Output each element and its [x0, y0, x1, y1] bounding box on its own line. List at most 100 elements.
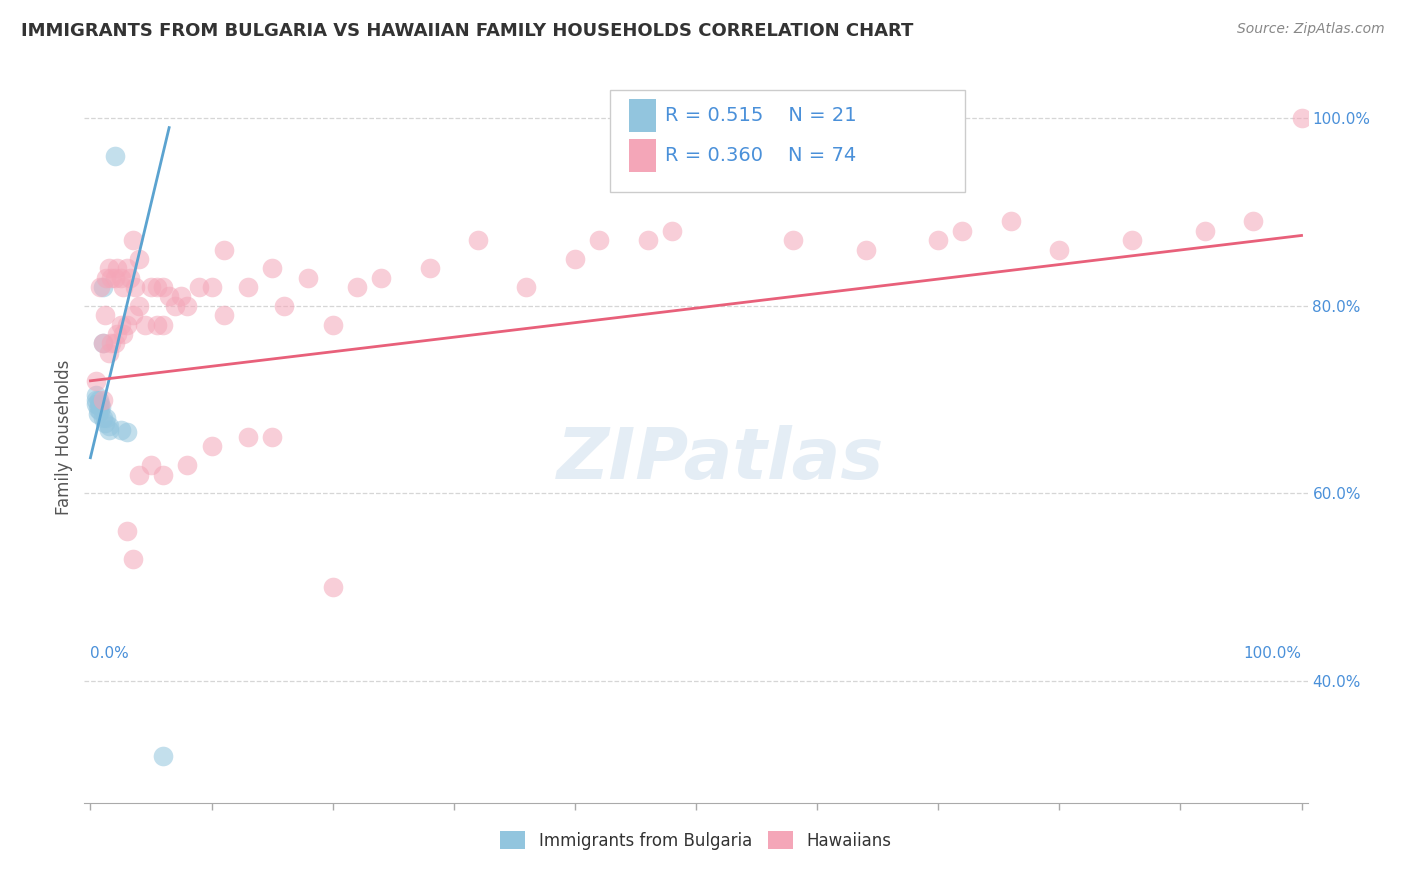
Point — [110, 318, 132, 332]
Y-axis label: Family Households: Family Households — [55, 359, 73, 515]
Point — [86, 392, 108, 407]
Point — [97, 345, 120, 359]
Point — [165, 299, 187, 313]
Point — [170, 289, 193, 303]
Point — [91, 280, 114, 294]
FancyBboxPatch shape — [628, 99, 655, 132]
Point — [297, 270, 319, 285]
Point — [262, 261, 284, 276]
Point — [927, 233, 949, 247]
Legend: Immigrants from Bulgaria, Hawaiians: Immigrants from Bulgaria, Hawaiians — [494, 824, 898, 856]
Point — [152, 280, 174, 294]
Point — [200, 440, 222, 454]
Point — [115, 524, 138, 538]
Point — [273, 299, 295, 313]
Point — [115, 261, 138, 276]
Point — [110, 270, 132, 285]
Point — [105, 261, 128, 276]
Point — [152, 748, 174, 763]
Point — [87, 392, 110, 407]
Point — [94, 416, 117, 430]
Point — [661, 224, 683, 238]
Point — [346, 280, 368, 294]
Point — [782, 233, 804, 247]
Point — [952, 224, 974, 238]
Point — [1121, 233, 1143, 247]
Point — [1194, 224, 1216, 238]
Point — [110, 423, 132, 437]
Point — [236, 430, 259, 444]
Point — [212, 243, 235, 257]
Text: 100.0%: 100.0% — [1243, 646, 1302, 661]
Point — [112, 326, 135, 341]
FancyBboxPatch shape — [610, 90, 965, 192]
Point — [212, 308, 235, 322]
Point — [467, 233, 489, 247]
Point — [121, 308, 143, 322]
Point — [90, 400, 112, 414]
Point — [1000, 214, 1022, 228]
Point — [200, 280, 222, 294]
Point — [87, 399, 110, 413]
Point — [86, 397, 108, 411]
Point — [94, 308, 117, 322]
Point — [89, 280, 111, 294]
Text: IMMIGRANTS FROM BULGARIA VS HAWAIIAN FAMILY HOUSEHOLDS CORRELATION CHART: IMMIGRANTS FROM BULGARIA VS HAWAIIAN FAM… — [21, 22, 914, 40]
Point — [157, 289, 180, 303]
Point — [97, 423, 120, 437]
Point — [139, 458, 162, 473]
Point — [418, 261, 440, 276]
Point — [96, 411, 118, 425]
Point — [100, 336, 122, 351]
Point — [100, 270, 122, 285]
Point — [322, 580, 344, 594]
Point — [91, 411, 114, 425]
Text: R = 0.360    N = 74: R = 0.360 N = 74 — [665, 146, 856, 165]
Point — [176, 458, 198, 473]
Point — [86, 388, 108, 402]
Point — [97, 261, 120, 276]
Text: 0.0%: 0.0% — [90, 646, 129, 661]
Point — [152, 318, 174, 332]
Point — [86, 374, 108, 388]
Point — [91, 392, 114, 407]
Point — [370, 270, 392, 285]
Point — [91, 336, 114, 351]
Point — [1047, 243, 1070, 257]
Point — [236, 280, 259, 294]
Point — [89, 404, 111, 418]
Point — [86, 401, 108, 416]
Point — [121, 233, 143, 247]
Point — [322, 318, 344, 332]
Point — [146, 318, 169, 332]
Point — [120, 270, 142, 285]
Point — [128, 252, 150, 266]
Point — [104, 336, 127, 351]
Point — [115, 318, 138, 332]
Point — [89, 397, 111, 411]
Point — [96, 270, 118, 285]
Point — [112, 280, 135, 294]
Point — [104, 270, 127, 285]
Point — [152, 467, 174, 482]
Point — [637, 233, 659, 247]
Text: ZIPatlas: ZIPatlas — [557, 425, 884, 493]
Point — [91, 336, 114, 351]
Point — [188, 280, 211, 294]
Point — [564, 252, 586, 266]
Point — [1241, 214, 1264, 228]
Point — [105, 326, 128, 341]
Point — [121, 552, 143, 566]
Point — [1291, 112, 1313, 126]
FancyBboxPatch shape — [628, 139, 655, 172]
Point — [115, 425, 138, 440]
Point — [97, 418, 120, 433]
Text: Source: ZipAtlas.com: Source: ZipAtlas.com — [1237, 22, 1385, 37]
Point — [104, 149, 127, 163]
Point — [515, 280, 537, 294]
Point — [588, 233, 610, 247]
Point — [855, 243, 877, 257]
Point — [124, 280, 146, 294]
Point — [146, 280, 169, 294]
Point — [86, 407, 108, 421]
